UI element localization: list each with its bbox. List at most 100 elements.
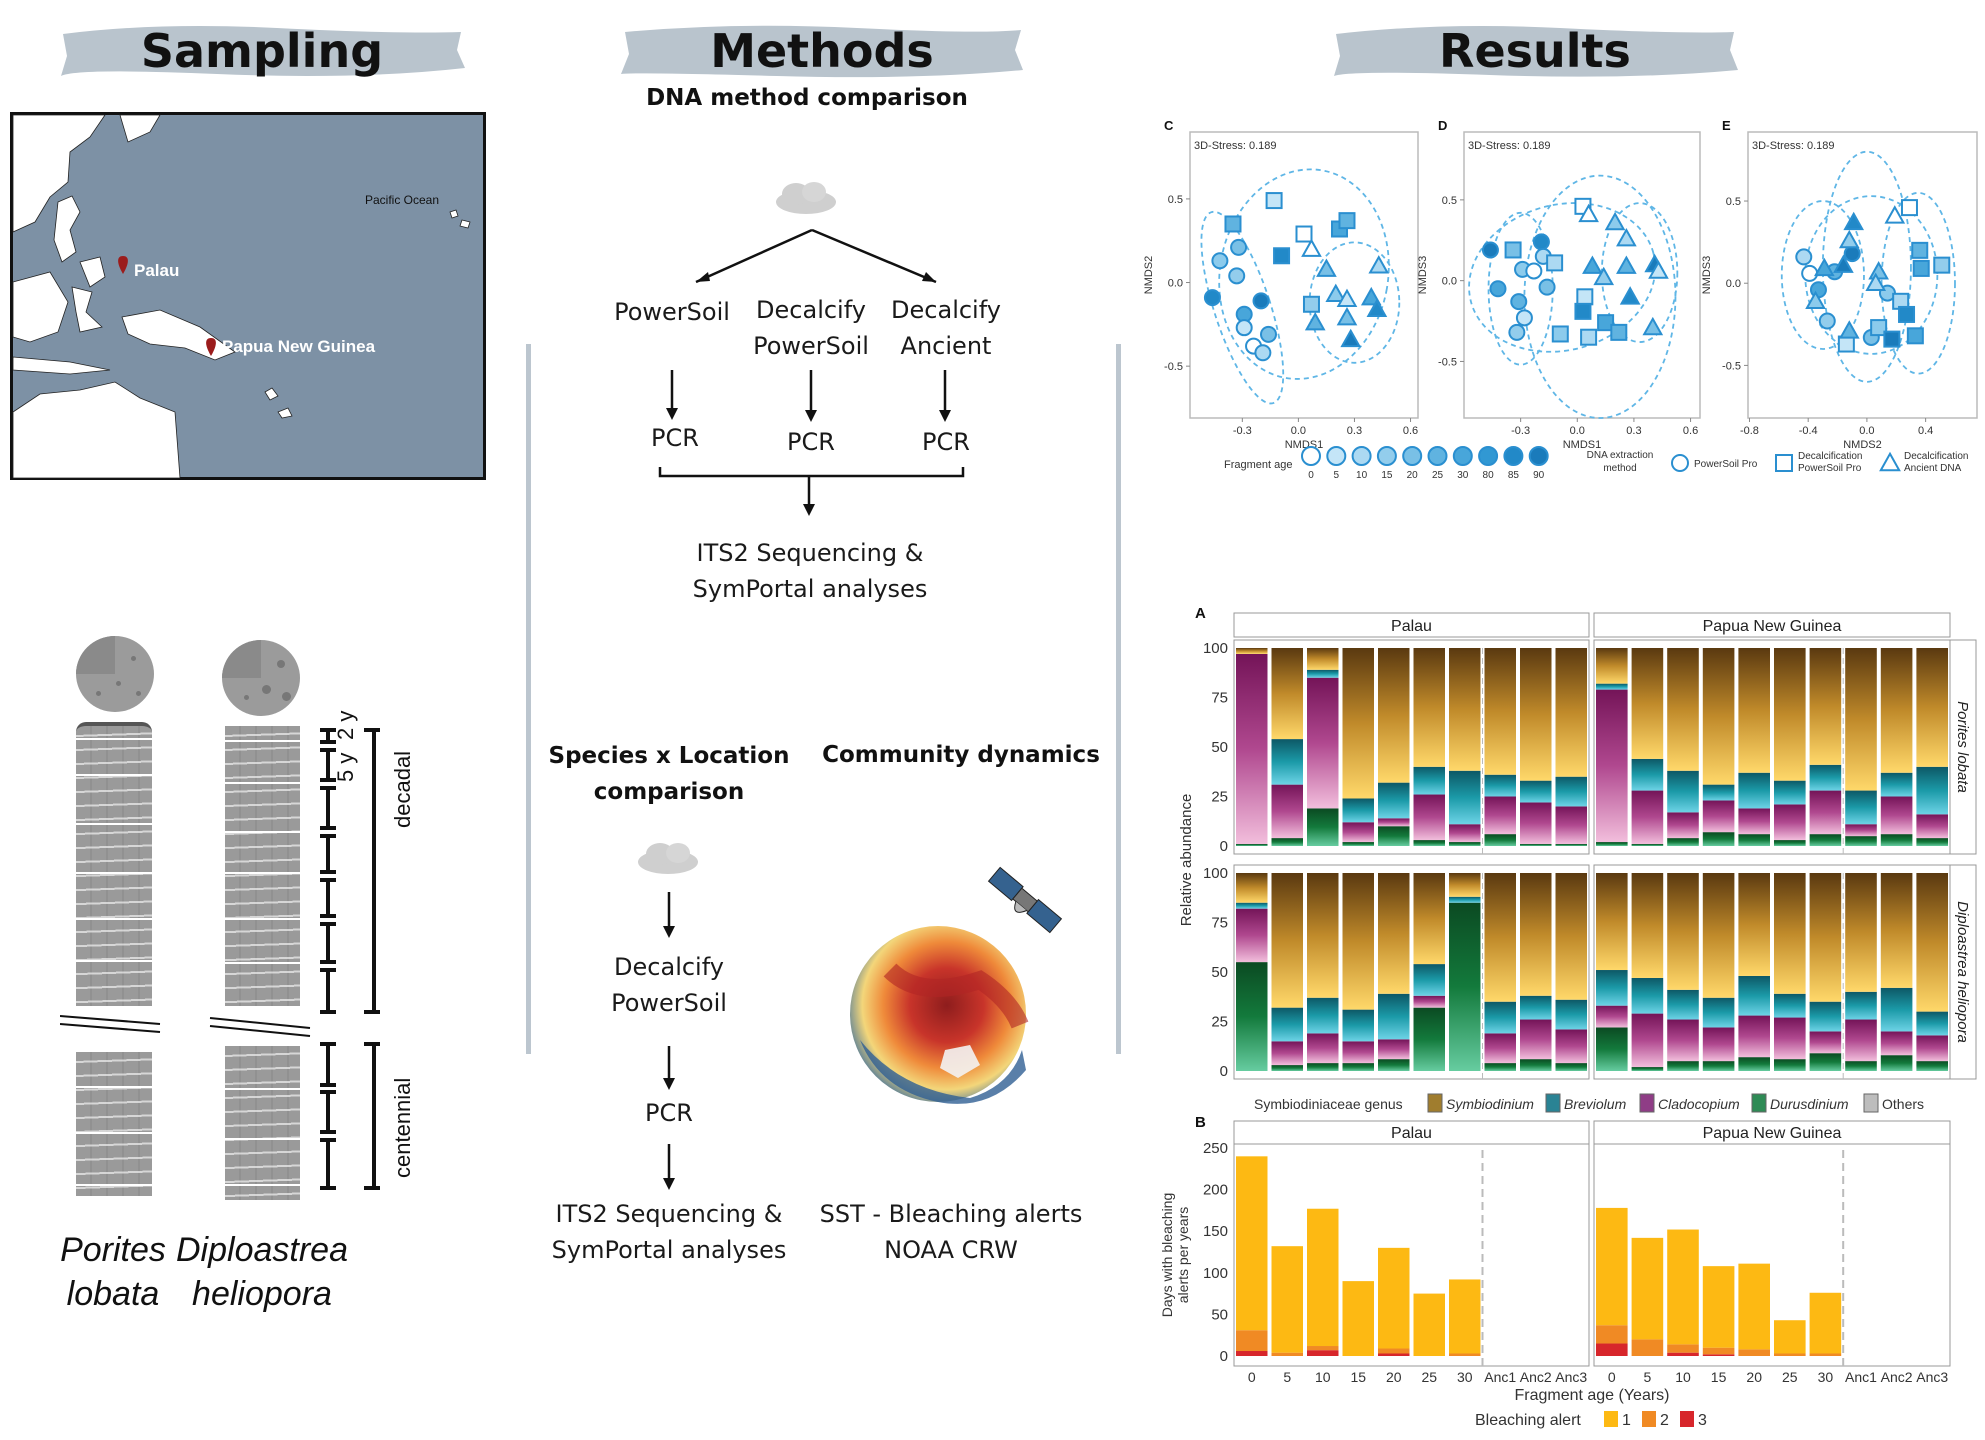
site-map: Palau Papua New Guinea Pacific Ocean xyxy=(10,112,486,480)
bar-segment-breviolum xyxy=(1555,999,1587,1030)
data-point-square xyxy=(1576,288,1594,306)
diploastrea-core-disk xyxy=(222,640,300,716)
bar-segment-durusdinium xyxy=(1378,826,1410,846)
data-point-triangle xyxy=(1336,306,1358,326)
x-tick-label: 5 xyxy=(1644,1369,1652,1385)
x-tick-label: -0.3 xyxy=(1511,425,1530,437)
bar-alert-3 xyxy=(1378,1353,1410,1356)
bar-segment-symbiodinium xyxy=(1520,648,1552,781)
line2: Ancient xyxy=(900,332,992,360)
species-decalcify-powersoil: Decalcify PowerSoil xyxy=(611,949,727,1021)
bar-segment-breviolum xyxy=(1449,896,1481,903)
data-point-triangle xyxy=(1593,266,1615,286)
stress-label: 3D-Stress: 0.189 xyxy=(1752,140,1835,152)
y-axis-label: NMDS3 xyxy=(1701,256,1713,295)
x-tick-label: 0.0 xyxy=(1570,425,1585,437)
data-point-circle xyxy=(1230,238,1248,256)
bar-segment-durusdinium xyxy=(1702,1061,1735,1071)
bar-alert-2 xyxy=(1307,1346,1339,1351)
facet-strip xyxy=(1949,864,1977,1080)
legend-title: Bleaching alert xyxy=(1475,1412,1581,1429)
bar-segment-durusdinium xyxy=(1271,1065,1303,1071)
bar-alert-3 xyxy=(1667,1352,1699,1356)
panel-a-relative-abundance: A Palau Papua New Guinea Porites lobata 0 25 5… xyxy=(1178,605,1977,1080)
data-point-circle xyxy=(1532,233,1550,251)
bar-segment-cladocopium xyxy=(1413,794,1445,841)
line2: SymPortal analyses xyxy=(551,1236,787,1264)
legend-age-label: 5 xyxy=(1334,470,1340,481)
line1: ITS2 Sequencing & xyxy=(555,1200,783,1228)
legend-swatch xyxy=(1751,1093,1767,1113)
legend-age-swatch xyxy=(1376,446,1397,466)
legend-age-label: 15 xyxy=(1381,470,1393,481)
panel-label: D xyxy=(1438,118,1447,133)
bar-segment-breviolum xyxy=(1667,770,1699,813)
label-pacific-ocean: Pacific Ocean xyxy=(365,193,439,207)
legend-label: 1 xyxy=(1622,1412,1631,1429)
data-point-circle xyxy=(1818,312,1836,330)
bar-segment-symbiodinium xyxy=(1342,873,1374,1010)
bar-segment-cladocopium xyxy=(1631,1013,1664,1068)
y-tick-label: 25 xyxy=(1211,1014,1228,1031)
pcr-step: PCR xyxy=(651,424,699,452)
data-point-triangle xyxy=(1368,255,1390,274)
data-point-square xyxy=(1295,225,1313,243)
cloud-icon xyxy=(776,182,836,214)
x-tick-label: Anc3 xyxy=(1916,1369,1948,1385)
bar-alert-2 xyxy=(1378,1348,1410,1354)
data-point-triangle xyxy=(1814,257,1835,277)
data-point-square xyxy=(1302,295,1320,313)
data-point-triangle xyxy=(1642,316,1664,336)
bar-segment-durusdinium xyxy=(1271,838,1303,846)
bar-segment-durusdinium xyxy=(1596,842,1628,846)
line1: Decalcify xyxy=(756,296,866,324)
x-tick-label: 0.0 xyxy=(1859,425,1874,437)
line1: PowerSoil xyxy=(614,298,730,326)
line1: Decalcify xyxy=(614,953,724,981)
bar-segment-cladocopium xyxy=(1916,814,1948,839)
legend-shape-circle xyxy=(1671,454,1689,472)
x-tick-label: Anc3 xyxy=(1555,1369,1587,1385)
x-tick-label: Anc1 xyxy=(1845,1369,1877,1385)
x-tick-label: 5 xyxy=(1283,1369,1291,1385)
line1: ITS2 Sequencing & xyxy=(696,539,924,567)
bar-segment-cladocopium xyxy=(1596,1005,1628,1028)
bar-segment-symbiodinium xyxy=(1809,873,1842,1002)
bar-segment-breviolum xyxy=(1702,784,1735,801)
x-tick-label: 0 xyxy=(1608,1369,1616,1385)
data-point-square xyxy=(1265,192,1283,210)
x-tick-label: 15 xyxy=(1711,1369,1727,1385)
method-decalcify-ancient: Decalcify Ancient xyxy=(891,292,1001,364)
bar-segment-durusdinium xyxy=(1667,1061,1699,1071)
x-tick-label: 10 xyxy=(1315,1369,1331,1385)
method-flow-arrows xyxy=(658,182,965,516)
bar-alert-1 xyxy=(1702,1266,1735,1348)
data-point-circle xyxy=(1481,241,1499,259)
bar-segment-symbiodinium xyxy=(1484,648,1516,775)
bar-segment-durusdinium xyxy=(1809,1053,1842,1071)
methods-banner: Methods xyxy=(617,20,1027,82)
map-pin-papua-new-guinea xyxy=(206,338,216,356)
bar-segment-symbiodinium xyxy=(1307,648,1339,670)
data-point-circle xyxy=(1259,325,1277,343)
x-tick-label: 0.3 xyxy=(1347,425,1362,437)
bar-segment-durusdinium xyxy=(1484,834,1516,846)
genus: Porites xyxy=(60,1231,166,1269)
bar-segment-symbiodinium xyxy=(1342,648,1374,799)
species-flow-arrows xyxy=(638,843,698,1190)
facet-label-species: Diploastrea heliopora xyxy=(1954,901,1971,1043)
data-point-triangle xyxy=(1340,328,1362,348)
x-tick-label: -0.8 xyxy=(1740,425,1759,437)
fragment-age-legend: Fragment age 0 5 10 15 20 25 30 80 85 90 xyxy=(1224,446,1549,481)
bar-segment-symbiodinium xyxy=(1845,873,1877,992)
brush-stroke xyxy=(61,26,465,76)
x-tick-label: 20 xyxy=(1746,1369,1762,1385)
bar-segment-durusdinium xyxy=(1449,842,1481,846)
bar-segment-durusdinium xyxy=(1236,844,1268,846)
data-point-circle xyxy=(1203,289,1221,307)
data-point-triangle xyxy=(1648,260,1669,279)
nmds-panel-e: E 3D-Stress: 0.189 -0.8 -0.4 0.0 0.4 -0.5 0.0 0.… xyxy=(1701,118,1978,451)
bar-segment-symbiodinium xyxy=(1738,873,1770,976)
